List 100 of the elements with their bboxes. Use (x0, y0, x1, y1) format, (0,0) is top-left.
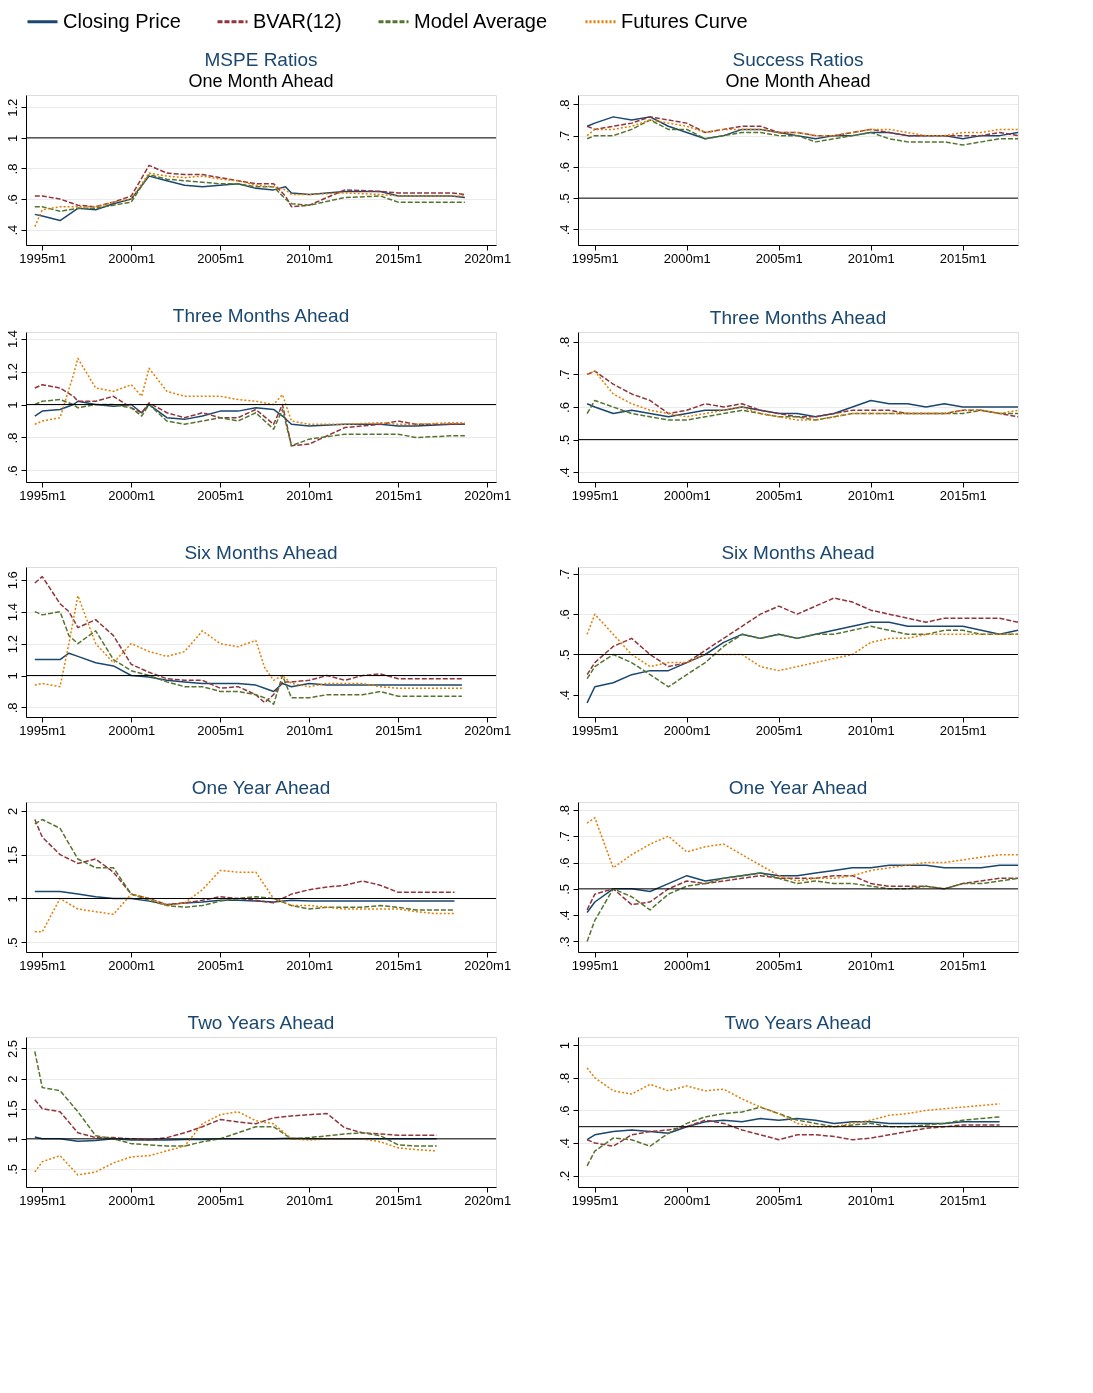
y-tick-label: .4 (556, 689, 572, 701)
x-tick-label: 2020m1 (464, 957, 512, 973)
y-tick-label: .8 (556, 804, 572, 816)
y-tick-label: .6 (4, 194, 20, 205)
x-tick-label: 2010m1 (847, 487, 895, 503)
y-tick-label: .8 (556, 336, 572, 348)
x-tick-label: 2005m1 (197, 1192, 245, 1208)
x-tick-label: 1995m1 (571, 250, 619, 266)
y-tick-label: 2.5 (4, 1039, 20, 1058)
x-tick-label: 2000m1 (663, 487, 711, 503)
legend-label: Model Average (414, 9, 548, 32)
x-tick-label: 2000m1 (663, 957, 711, 973)
x-tick-label: 2000m1 (108, 487, 156, 503)
chart-title: MSPE Ratios (204, 49, 318, 70)
y-tick-label: .4 (556, 224, 572, 236)
y-tick-label: 1 (4, 134, 20, 142)
x-tick-label: 2015m1 (375, 487, 423, 503)
y-tick-label: 1 (4, 401, 20, 409)
x-tick-label: 1995m1 (571, 957, 619, 973)
x-tick-label: 2015m1 (939, 250, 987, 266)
x-tick-label: 2015m1 (939, 487, 987, 503)
y-tick-label: .5 (556, 649, 572, 661)
x-tick-label: 2020m1 (464, 250, 512, 266)
x-tick-label: 2015m1 (375, 250, 423, 266)
x-tick-label: 2010m1 (847, 250, 895, 266)
x-tick-label: 2010m1 (847, 957, 895, 973)
y-tick-label: .5 (4, 1164, 20, 1175)
y-tick-label: .8 (556, 99, 572, 111)
x-tick-label: 2005m1 (755, 957, 803, 973)
y-tick-label: 1 (556, 1042, 572, 1050)
x-tick-label: 1995m1 (19, 722, 67, 738)
chart-title: Three Months Ahead (172, 304, 350, 326)
x-tick-label: 1995m1 (571, 722, 619, 738)
y-tick-label: .5 (556, 883, 572, 895)
x-tick-label: 2010m1 (286, 722, 334, 738)
x-tick-label: 2010m1 (847, 722, 895, 738)
x-tick-label: 1995m1 (19, 250, 67, 266)
chart-title: One Year Ahead (728, 777, 868, 798)
y-tick-label: 1.5 (4, 1100, 20, 1119)
y-tick-label: 1 (4, 895, 20, 903)
y-tick-label: .6 (556, 161, 572, 173)
y-tick-label: .6 (4, 465, 20, 477)
x-tick-label: 2020m1 (464, 722, 512, 738)
y-tick-label: .5 (556, 193, 572, 205)
y-tick-label: .4 (556, 910, 572, 922)
y-tick-label: 1.4 (4, 330, 20, 349)
y-tick-label: .7 (556, 369, 572, 381)
x-tick-label: 2000m1 (663, 250, 711, 266)
x-tick-label: 2005m1 (755, 487, 803, 503)
y-tick-label: .8 (4, 163, 20, 175)
x-tick-label: 2000m1 (663, 722, 711, 738)
x-tick-label: 2000m1 (108, 250, 156, 266)
y-tick-label: .6 (556, 402, 572, 413)
x-tick-label: 1995m1 (19, 487, 67, 503)
y-tick-label: .3 (556, 936, 572, 948)
chart-title: Success Ratios (732, 49, 864, 70)
chart-title: Two Years Ahead (187, 1012, 335, 1033)
x-tick-label: 2010m1 (286, 1192, 334, 1208)
x-tick-label: 1995m1 (19, 1192, 67, 1208)
x-tick-label: 2005m1 (197, 487, 245, 503)
x-tick-label: 2000m1 (108, 1192, 156, 1208)
y-tick-label: 1 (4, 1135, 20, 1143)
x-tick-label: 2015m1 (939, 957, 987, 973)
x-tick-label: 2005m1 (197, 957, 245, 973)
legend-label: Futures Curve (621, 9, 748, 32)
x-tick-label: 2005m1 (755, 722, 803, 738)
y-tick-label: .8 (4, 432, 20, 444)
y-tick-label: 1.2 (4, 98, 20, 117)
x-tick-label: 2000m1 (108, 722, 156, 738)
x-tick-label: 2005m1 (755, 250, 803, 266)
chart-title: Three Months Ahead (709, 307, 887, 328)
y-tick-label: .5 (4, 937, 20, 949)
y-tick-label: .8 (556, 1072, 572, 1084)
y-tick-label: .4 (4, 224, 20, 236)
x-tick-label: 2015m1 (939, 722, 987, 738)
legend-label: Closing Price (63, 9, 181, 32)
x-tick-label: 1995m1 (571, 487, 619, 503)
x-tick-label: 2010m1 (286, 250, 334, 266)
y-tick-label: .6 (556, 1105, 572, 1117)
x-tick-label: 2005m1 (755, 1192, 803, 1208)
chart-title: One Year Ahead (191, 777, 331, 798)
x-tick-label: 2010m1 (847, 1192, 895, 1208)
chart-subtitle: One Month Ahead (725, 71, 871, 91)
x-tick-label: 2015m1 (375, 722, 423, 738)
x-tick-label: 2005m1 (197, 722, 245, 738)
x-tick-label: 2020m1 (464, 487, 512, 503)
x-tick-label: 2010m1 (286, 957, 334, 973)
y-tick-label: .2 (556, 1170, 572, 1182)
chart-title: Six Months Ahead (184, 542, 338, 563)
y-tick-label: 1.5 (4, 846, 20, 865)
y-tick-label: .7 (556, 130, 572, 142)
y-tick-label: .6 (556, 609, 572, 621)
y-tick-label: 1.2 (4, 363, 20, 382)
legend-label: BVAR(12) (253, 9, 342, 32)
y-tick-label: 2 (4, 1075, 20, 1083)
y-tick-label: .7 (556, 568, 572, 580)
y-tick-label: .4 (556, 1138, 572, 1149)
y-tick-label: 1.2 (4, 635, 20, 654)
x-tick-label: 2000m1 (663, 1192, 711, 1208)
x-tick-label: 2005m1 (197, 250, 245, 266)
